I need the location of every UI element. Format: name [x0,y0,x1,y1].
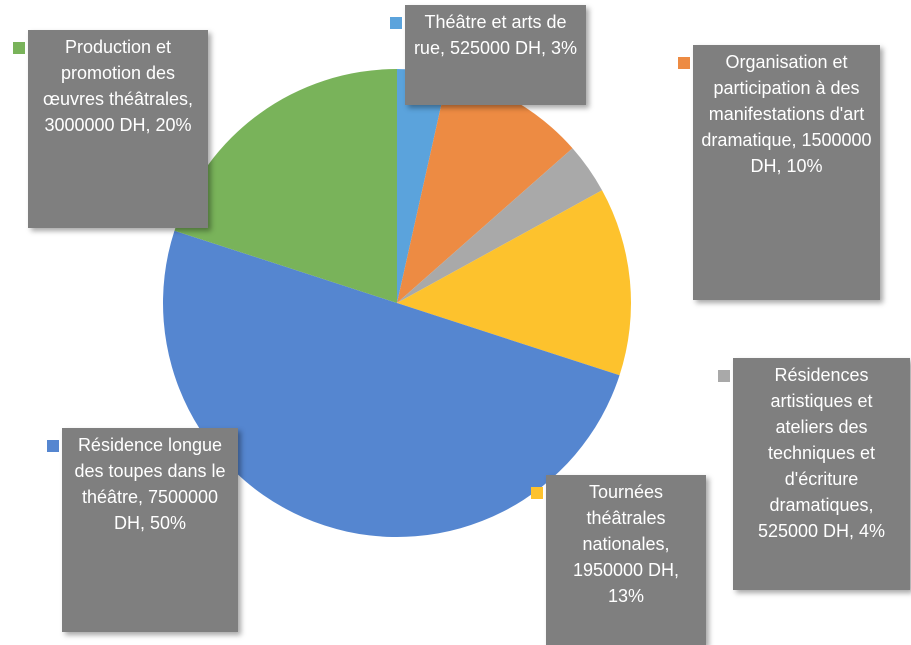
legend-key [718,370,730,382]
pie-slice [162,230,620,538]
pie-slice [397,190,632,376]
pie-slice [397,69,449,303]
legend-key [13,42,25,54]
legend-key [47,440,59,452]
data-label: Résidence longue des toupes dans le théâ… [62,428,238,632]
pie-slice [397,74,573,304]
data-label: Tournées théâtrales nationales, 1950000 … [546,475,706,645]
legend-key [678,57,690,69]
pie-slice [397,148,603,303]
data-label: Organisation et participation à des mani… [693,45,880,300]
data-label: Production et promotion des œuvres théât… [28,30,208,228]
data-label: Théâtre et arts de rue, 525000 DH, 3% [405,5,586,105]
pie-slice [174,69,397,303]
data-label: Résidences artistiques et ateliers des t… [733,358,910,590]
legend-key [531,487,543,499]
legend-key [390,17,402,29]
